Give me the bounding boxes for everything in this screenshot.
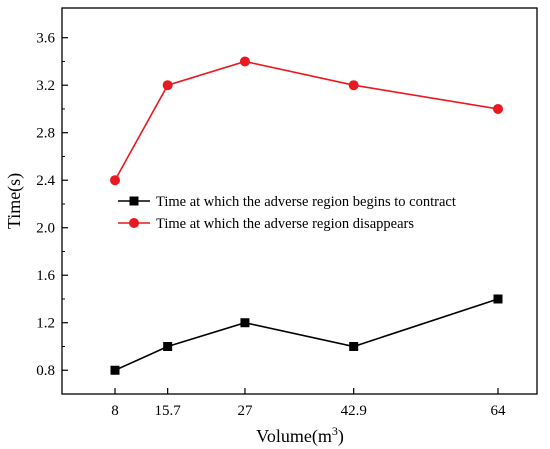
- x-tick-label: 8: [111, 403, 119, 419]
- legend-marker: [129, 218, 139, 228]
- y-tick-label: 1.2: [36, 316, 55, 332]
- x-tick-label: 15.7: [155, 403, 182, 419]
- data-point: [348, 80, 359, 91]
- data-point: [162, 80, 173, 91]
- series-line: [114, 60, 499, 181]
- y-tick-label: 1.6: [36, 268, 55, 284]
- data-point: [493, 103, 503, 114]
- y-axis: 0.8 1.2 1.6 2.0 2.4 2.8 3.2 3.6: [36, 31, 68, 379]
- y-axis-title: Time(s): [4, 173, 25, 229]
- legend-marker: [129, 196, 139, 206]
- x-axis-title-superscript: 3: [332, 424, 338, 438]
- y-tick-label: 0.8: [36, 363, 55, 379]
- y-tick-label: 2.4: [36, 173, 55, 189]
- y-tick-label: 3.6: [36, 31, 55, 47]
- x-tick-label: 42.9: [341, 403, 367, 419]
- data-point: [110, 365, 120, 375]
- y-tick-label: 2.0: [36, 221, 55, 237]
- data-point: [349, 341, 359, 351]
- data-point: [110, 175, 120, 186]
- x-axis: 8 15.7 27 42.9 64: [111, 388, 506, 419]
- data-point: [239, 56, 250, 67]
- x-tick-label: 27: [237, 403, 253, 419]
- legend-item: Time at which the adverse region begins …: [118, 194, 456, 210]
- x-axis-title-main: Volume(m: [256, 426, 332, 447]
- series-line: [114, 298, 499, 371]
- legend-item: Time at which the adverse region disappe…: [118, 216, 414, 232]
- data-point: [163, 341, 173, 351]
- legend: Time at which the adverse region begins …: [118, 194, 456, 232]
- y-tick-label: 3.2: [36, 78, 55, 94]
- x-axis-title-suffix: ): [338, 426, 344, 447]
- data-point: [493, 294, 503, 304]
- x-axis-title: Volume(m3): [256, 424, 344, 447]
- data-point: [240, 318, 250, 328]
- series-layer: [110, 56, 503, 375]
- legend-label: Time at which the adverse region disappe…: [156, 216, 414, 232]
- series-2: [110, 56, 503, 186]
- plot-frame: [61, 7, 538, 395]
- x-tick-label: 64: [491, 403, 507, 419]
- y-tick-label: 2.8: [36, 126, 55, 142]
- series-1: [110, 294, 503, 375]
- legend-label: Time at which the adverse region begins …: [156, 194, 456, 210]
